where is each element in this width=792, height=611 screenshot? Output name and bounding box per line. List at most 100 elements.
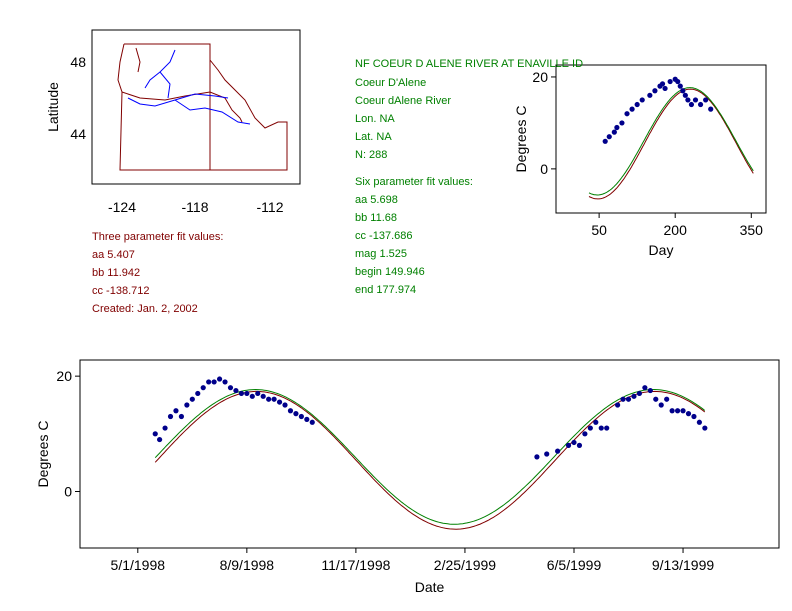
data-point <box>685 411 692 417</box>
data-point <box>631 393 637 399</box>
data-point <box>571 439 577 446</box>
six-fit-cc: cc -137.686 <box>355 230 413 242</box>
data-point <box>642 385 648 391</box>
data-point <box>606 134 612 140</box>
plot-frame <box>79 359 780 549</box>
three-fit-bb: bb 11.942 <box>92 267 141 279</box>
y-tick-label: 20 <box>532 69 548 85</box>
x-tick-label: 8/9/1998 <box>220 557 275 573</box>
data-point <box>634 101 640 108</box>
data-point <box>667 78 673 85</box>
data-point <box>293 411 299 417</box>
data-point <box>680 408 686 414</box>
map-ytick: 48 <box>70 54 86 70</box>
x-tick-label: 6/5/1999 <box>547 557 602 573</box>
map-frame <box>91 29 301 185</box>
data-point <box>675 78 681 85</box>
x-tick-label: 11/17/1998 <box>321 557 390 573</box>
data-point <box>184 402 190 408</box>
data-point <box>688 101 695 108</box>
data-point <box>629 106 635 112</box>
x-tick-label: 5/1/1998 <box>111 557 166 573</box>
data-point <box>206 379 212 385</box>
six-fit-bb: bb 11.68 <box>355 212 398 224</box>
data-point <box>692 97 699 103</box>
data-point <box>216 376 223 382</box>
data-point <box>238 390 244 397</box>
three-parameter-fit-line <box>154 390 706 530</box>
plot-frame <box>555 64 767 214</box>
data-point <box>615 402 621 408</box>
x-tick-label: 2/25/1999 <box>434 557 496 573</box>
data-point <box>598 425 604 431</box>
data-point <box>576 442 583 448</box>
x-tick-label: 50 <box>591 222 607 238</box>
data-point <box>309 419 315 425</box>
site-title: NF COEUR D ALENE RIVER AT ENAVILLE ID <box>355 58 584 70</box>
six-fit-aa: aa 5.698 <box>355 194 398 206</box>
data-point <box>659 81 666 87</box>
y-tick-label: 0 <box>64 483 72 499</box>
data-point <box>614 124 620 131</box>
data-point <box>702 425 708 431</box>
data-point <box>647 387 653 394</box>
data-point <box>266 396 272 402</box>
data-point <box>611 129 617 135</box>
site-n: N: 288 <box>355 149 388 161</box>
data-point <box>685 97 691 103</box>
data-point <box>298 413 304 420</box>
x-tick-label: 9/13/1999 <box>652 557 714 573</box>
data-point <box>677 83 683 89</box>
data-point <box>544 451 550 457</box>
data-point <box>189 396 195 402</box>
y-axis-label: Degrees C <box>513 106 529 173</box>
map-xtick: -112 <box>257 199 284 215</box>
created-date: Created: Jan. 2, 2002 <box>92 303 198 315</box>
six-fit-mag: mag 1.525 <box>355 248 407 260</box>
data-point <box>653 396 659 402</box>
data-point <box>211 379 217 385</box>
data-point <box>178 413 185 420</box>
data-point <box>200 385 206 391</box>
data-point <box>157 436 163 443</box>
data-point <box>304 416 310 422</box>
six-parameter-fit-line <box>154 388 706 525</box>
three-fit-heading: Three parameter fit values: <box>92 231 224 243</box>
data-point <box>625 396 632 402</box>
site-river: Coeur dAlene River <box>355 95 451 107</box>
data-point <box>652 88 658 94</box>
map-xtick: -118 <box>182 199 209 215</box>
data-point <box>636 390 643 397</box>
data-point <box>604 425 610 431</box>
data-point <box>555 448 561 454</box>
site-lat: Lat. NA <box>355 131 392 143</box>
y-tick-label: 0 <box>540 161 548 177</box>
x-axis-label: Date <box>415 579 445 595</box>
data-point <box>639 97 645 103</box>
data-point <box>619 120 625 126</box>
data-point <box>282 402 288 408</box>
x-axis-label: Day <box>649 242 674 258</box>
site-lon: Lon. NA <box>355 113 395 125</box>
data-point <box>691 413 697 420</box>
data-point <box>534 454 540 460</box>
three-fit-aa: aa 5.407 <box>92 249 135 261</box>
three-fit-cc: cc -138.712 <box>92 285 150 297</box>
y-tick-label: 20 <box>56 368 72 384</box>
data-point <box>271 396 277 402</box>
data-point <box>664 396 670 402</box>
six-fit-heading: Six parameter fit values: <box>355 176 473 188</box>
data-point <box>620 396 626 402</box>
data-point <box>680 88 686 94</box>
data-point <box>162 425 168 431</box>
data-point <box>167 413 174 420</box>
data-point <box>565 442 572 448</box>
data-point <box>222 379 228 385</box>
data-point <box>697 101 704 108</box>
data-point <box>255 390 261 397</box>
data-point <box>708 106 714 112</box>
